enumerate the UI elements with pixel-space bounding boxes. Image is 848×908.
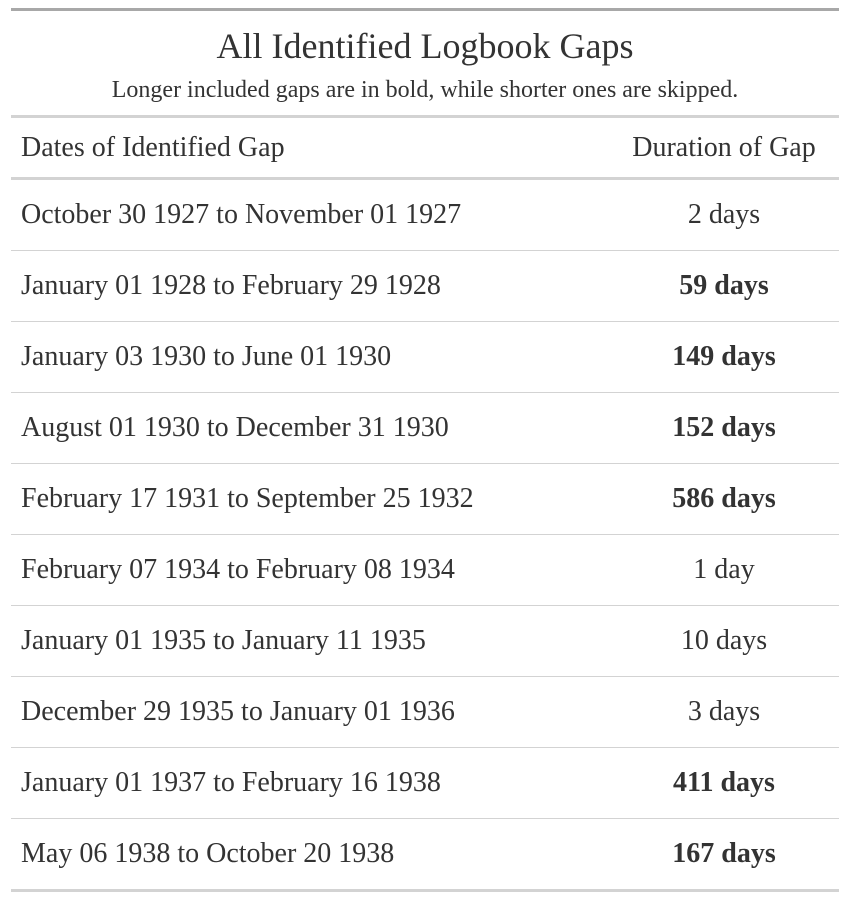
- gap-duration-cell: 1 day: [693, 554, 755, 585]
- top-rule: [11, 8, 839, 11]
- gap-dates-cell: October 30 1927 to November 01 1927: [21, 199, 462, 230]
- gap-dates-cell: January 01 1928 to February 29 1928: [21, 270, 441, 301]
- gap-dates-cell: May 06 1938 to October 20 1938: [21, 838, 395, 869]
- table-row: February 07 1934 to February 08 1934 1 da…: [11, 535, 839, 606]
- gap-dates-cell: December 29 1935 to January 01 1936: [21, 696, 455, 727]
- table-row: August 01 1930 to December 31 1930 152 da…: [11, 393, 839, 464]
- table-row: January 01 1935 to January 11 1935 10 day…: [11, 606, 839, 677]
- gap-dates-cell: January 03 1930 to June 01 1930: [21, 341, 392, 372]
- gap-dates-cell: February 17 1931 to September 25 1932: [21, 483, 474, 514]
- gap-duration-cell: 2 days: [687, 199, 761, 230]
- gap-duration-cell: 167 days: [672, 838, 776, 869]
- table-title: All Identified Logbook Gaps: [216, 26, 634, 66]
- column-header-duration: Duration of Gap: [632, 131, 816, 163]
- gap-dates-cell: February 07 1934 to February 08 1934: [21, 554, 455, 585]
- table-subtitle: Longer included gaps are in bold, while …: [111, 77, 739, 103]
- table-row: January 03 1930 to June 01 1930 149 days: [11, 322, 839, 393]
- table-row: January 01 1928 to February 29 1928 59 da…: [11, 251, 839, 322]
- gap-duration-cell: 59 days: [679, 270, 769, 301]
- gap-dates-cell: January 01 1935 to January 11 1935: [21, 625, 426, 656]
- gap-duration-cell: 149 days: [672, 341, 776, 372]
- title-rule: [11, 115, 839, 118]
- gap-duration-cell: 3 days: [687, 696, 761, 727]
- gaps-table: All Identified Logbook Gaps Longer inclu…: [11, 8, 839, 892]
- gap-duration-cell: 10 days: [680, 625, 768, 656]
- gap-duration-cell: 152 days: [672, 412, 776, 443]
- table-row: January 01 1937 to February 16 1938 411 d…: [11, 748, 839, 819]
- table-row: May 06 1938 to October 20 1938 167 days: [11, 819, 839, 892]
- table-row: October 30 1927 to November 01 1927 2 day…: [11, 180, 839, 251]
- table-body: October 30 1927 to November 01 1927 2 day…: [11, 180, 839, 892]
- column-header-dates: Dates of Identified Gap: [21, 131, 285, 163]
- table-row: December 29 1935 to January 01 1936 3 day…: [11, 677, 839, 748]
- column-header-row: Dates of Identified Gap Duration of Gap: [11, 118, 839, 180]
- gap-duration-cell: 411 days: [673, 767, 775, 798]
- gap-dates-cell: January 01 1937 to February 16 1938: [21, 767, 441, 798]
- table-row: February 17 1931 to September 25 1932 586…: [11, 464, 839, 535]
- gap-dates-cell: August 01 1930 to December 31 1930: [21, 412, 449, 443]
- gap-duration-cell: 586 days: [672, 483, 776, 514]
